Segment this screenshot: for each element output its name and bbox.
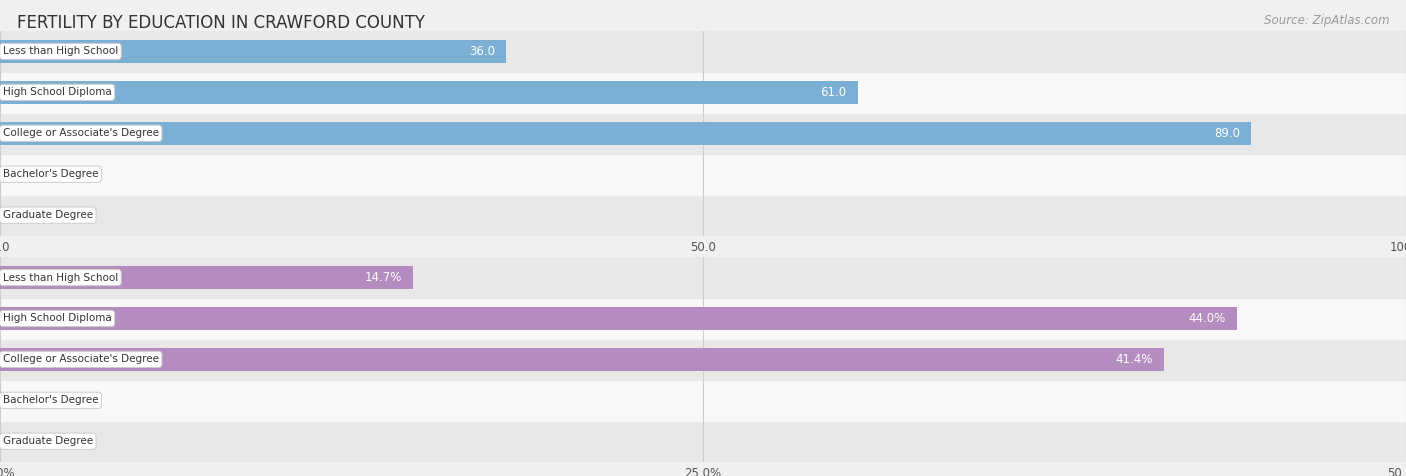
- Bar: [0, 81, 858, 104]
- Text: Bachelor's Degree: Bachelor's Degree: [3, 169, 98, 179]
- Bar: [0, 307, 1237, 330]
- Text: 44.0%: 44.0%: [1189, 312, 1226, 325]
- Text: College or Associate's Degree: College or Associate's Degree: [3, 354, 159, 365]
- Text: Graduate Degree: Graduate Degree: [3, 210, 93, 220]
- Bar: [0, 298, 1406, 339]
- Bar: [0, 348, 1164, 371]
- Text: FERTILITY BY EDUCATION IN CRAWFORD COUNTY: FERTILITY BY EDUCATION IN CRAWFORD COUNT…: [17, 14, 425, 32]
- Bar: [0, 31, 1406, 72]
- Text: Less than High School: Less than High School: [3, 272, 118, 283]
- Bar: [0, 380, 1406, 421]
- Bar: [0, 40, 506, 63]
- Text: High School Diploma: High School Diploma: [3, 313, 111, 324]
- Text: 14.7%: 14.7%: [364, 271, 402, 284]
- Bar: [0, 339, 1406, 380]
- Bar: [0, 72, 1406, 113]
- Text: Graduate Degree: Graduate Degree: [3, 436, 93, 446]
- Text: High School Diploma: High School Diploma: [3, 87, 111, 98]
- Bar: [0, 195, 1406, 236]
- Text: Bachelor's Degree: Bachelor's Degree: [3, 395, 98, 406]
- Text: 0.0%: 0.0%: [11, 435, 41, 448]
- Bar: [0, 113, 1406, 154]
- Text: 89.0: 89.0: [1215, 127, 1240, 140]
- Bar: [0, 122, 1251, 145]
- Text: 0.0%: 0.0%: [11, 394, 41, 407]
- Text: 36.0: 36.0: [470, 45, 495, 58]
- Bar: [0, 257, 1406, 298]
- Text: 41.4%: 41.4%: [1115, 353, 1153, 366]
- Text: Source: ZipAtlas.com: Source: ZipAtlas.com: [1264, 14, 1389, 27]
- Text: College or Associate's Degree: College or Associate's Degree: [3, 128, 159, 139]
- Bar: [0, 154, 1406, 195]
- Text: Less than High School: Less than High School: [3, 46, 118, 57]
- Text: 0.0: 0.0: [11, 208, 30, 222]
- Text: 0.0: 0.0: [11, 168, 30, 181]
- Bar: [0, 266, 413, 289]
- Text: 61.0: 61.0: [820, 86, 846, 99]
- Bar: [0, 421, 1406, 462]
